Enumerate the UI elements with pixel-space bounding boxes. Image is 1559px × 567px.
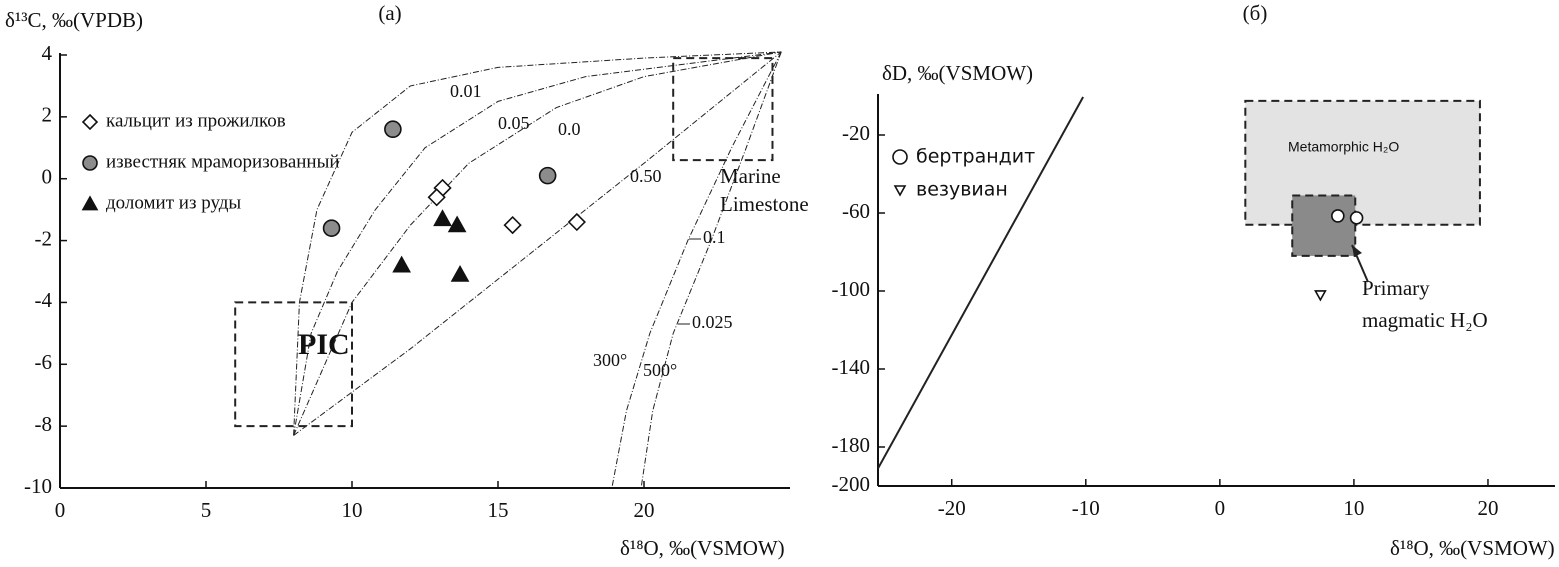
legend-label: кальцит из прожилков [106,110,286,131]
legend-marker [893,185,907,197]
y-tick-label: -180 [832,433,871,457]
point [538,166,557,185]
curve [293,51,782,436]
x-tick-label: -20 [938,496,966,520]
region-label: magmatic H₂O [1362,308,1488,332]
x-tick-label: 20 [1477,496,1498,520]
region-label: Marine [720,164,781,188]
point [1331,209,1345,223]
x-tick-label: 10 [1343,496,1364,520]
chart-title: (б) [1243,1,1268,25]
x-tick-label: 10 [342,498,363,522]
y-axis-title: δD, ‰(VSMOW) [882,61,1033,85]
point [450,264,470,282]
point [322,219,341,237]
y-tick-label: -200 [832,472,871,496]
point [433,209,452,227]
x-axis-title: δ¹⁸O, ‰(VSMOW) [620,536,785,560]
point [384,120,402,139]
y-tick-label: -10 [24,474,52,498]
region-label: PIC [298,328,350,361]
region-box [672,57,774,162]
legend-label: везувиан [916,179,1008,201]
x-tick-label: -10 [1072,496,1100,520]
arrow-head [1352,245,1362,257]
annotation: 0.025 [692,312,733,332]
region-box [1244,99,1481,226]
curve-label: 500° [643,360,677,380]
x-tick-label: 20 [634,498,655,522]
point [1314,290,1327,302]
curve-label: 300° [593,350,627,370]
legend-marker [81,113,99,131]
legend-marker [81,195,99,211]
y-tick-label: -2 [35,226,53,250]
curve [293,51,782,436]
point [447,215,467,233]
y-tick-label: -6 [35,350,53,374]
y-tick-label: 4 [42,41,53,65]
curve-label: 0.50 [630,166,662,186]
point [1349,211,1364,225]
point [503,215,522,235]
curve-label: 0.05 [498,113,530,133]
point [392,255,411,273]
x-tick-label: 0 [1215,496,1226,520]
y-tick-label: -140 [832,355,871,379]
point [427,188,446,207]
curve [640,51,782,489]
y-tick-label: 0 [42,165,53,189]
y-tick-label: -8 [35,412,53,436]
curve-label: 0.01 [450,81,482,101]
point [567,212,586,232]
x-tick-label: 5 [201,498,212,522]
x-tick-label: 15 [488,498,509,522]
region-box [234,301,353,428]
legend-label: доломит из руды [106,192,241,213]
x-axis-title: δ¹⁸O, ‰(VSMOW) [1390,536,1555,560]
y-tick-label: -60 [842,199,870,223]
curve [293,51,782,436]
y-tick-label: -20 [842,121,870,145]
curve-label: 0.0 [558,119,581,139]
curve [877,96,1084,469]
legend-label: известняк мраморизованный [106,151,340,172]
region-label: Primary [1362,276,1430,300]
legend-marker [82,155,98,171]
region-box [1291,194,1357,257]
annotation: 0.1 [703,227,726,247]
chart-title: (a) [378,1,401,25]
region-label: Metamorphic H₂O [1288,139,1399,155]
legend-marker [892,149,908,165]
y-tick-label: 2 [42,103,53,127]
y-axis-title: δ¹³C, ‰(VPDB) [5,8,143,32]
curve [611,51,782,489]
legend-label: бертрандит [916,146,1035,168]
region-label: Limestone [720,192,809,216]
x-tick-label: 0 [55,498,66,522]
y-tick-label: -4 [35,288,53,312]
y-tick-label: -100 [832,277,871,301]
curve [293,51,782,436]
